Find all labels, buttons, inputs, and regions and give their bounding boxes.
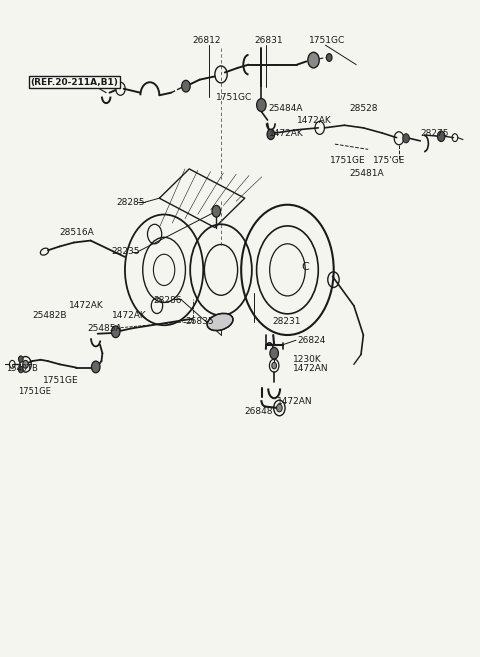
Circle shape	[18, 367, 23, 373]
Text: 1472AK: 1472AK	[112, 311, 147, 320]
Text: 26835: 26835	[185, 317, 214, 327]
Text: 25482B: 25482B	[32, 311, 67, 320]
Circle shape	[257, 99, 266, 112]
Circle shape	[267, 129, 275, 139]
Text: 25485A: 25485A	[87, 324, 122, 333]
Text: 1230K: 1230K	[293, 355, 322, 364]
Circle shape	[326, 54, 332, 61]
Text: 1751GE: 1751GE	[43, 376, 79, 385]
Text: 1751GE: 1751GE	[18, 386, 51, 396]
Text: 1540TB: 1540TB	[7, 365, 38, 373]
Text: (REF.20-211A,B1): (REF.20-211A,B1)	[30, 78, 118, 87]
Text: 26848: 26848	[245, 407, 273, 417]
Circle shape	[212, 206, 220, 217]
Text: 28231: 28231	[272, 317, 301, 327]
Circle shape	[437, 131, 445, 141]
Text: 28235: 28235	[111, 247, 140, 256]
Circle shape	[272, 363, 276, 369]
Text: 28528: 28528	[349, 104, 378, 113]
Text: 28275: 28275	[420, 129, 449, 137]
Circle shape	[23, 361, 28, 368]
Text: 25484A: 25484A	[268, 104, 303, 113]
Text: 1472AK: 1472AK	[268, 129, 303, 137]
Circle shape	[276, 404, 282, 412]
Text: 1472AK: 1472AK	[297, 116, 332, 125]
Circle shape	[308, 53, 319, 68]
Text: 28516A: 28516A	[60, 228, 95, 237]
Circle shape	[92, 361, 100, 373]
Circle shape	[270, 348, 278, 359]
Text: 26831: 26831	[254, 36, 283, 45]
Circle shape	[181, 80, 190, 92]
Text: 28285: 28285	[117, 198, 145, 206]
Text: 26824: 26824	[297, 336, 325, 345]
Circle shape	[403, 134, 409, 143]
Circle shape	[18, 356, 23, 363]
Text: 1751GC: 1751GC	[309, 36, 345, 45]
Text: 1472AN: 1472AN	[293, 365, 329, 373]
Text: 1751GC: 1751GC	[216, 93, 252, 102]
Text: 175'GE: 175'GE	[373, 156, 405, 165]
Text: (REF.20-211A,B1): (REF.20-211A,B1)	[30, 78, 118, 87]
Text: 25481A: 25481A	[349, 169, 384, 178]
Text: 28286: 28286	[154, 296, 182, 305]
Text: C: C	[301, 261, 309, 271]
Circle shape	[111, 326, 120, 338]
Text: 1472AK: 1472AK	[69, 301, 104, 310]
Text: 26812: 26812	[192, 36, 221, 45]
Text: 1472AN: 1472AN	[277, 397, 312, 406]
Text: 1751GE: 1751GE	[330, 156, 366, 165]
Ellipse shape	[207, 313, 233, 330]
